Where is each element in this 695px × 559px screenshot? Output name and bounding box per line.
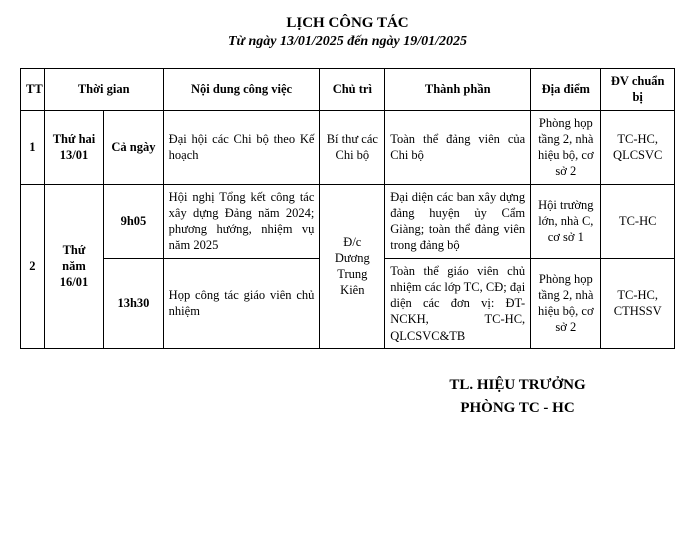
- cell-time: 9h05: [104, 184, 163, 258]
- cell-dv: TC-HC, CTHSSV: [601, 258, 675, 348]
- cell-day: Thứ năm 16/01: [44, 184, 103, 348]
- cell-diadiem: Phòng họp tầng 2, nhà hiệu bộ, cơ sở 2: [531, 110, 601, 184]
- cell-tt: 2: [21, 184, 45, 348]
- cell-dv: TC-HC: [601, 184, 675, 258]
- cell-thanhphan: Đại diện các ban xây dựng đảng huyện ủy …: [385, 184, 531, 258]
- cell-diadiem: Phòng họp tầng 2, nhà hiệu bộ, cơ sở 2: [531, 258, 601, 348]
- cell-diadiem: Hội trường lớn, nhà C, cơ sở 1: [531, 184, 601, 258]
- cell-thanhphan: Toàn thể đảng viên của Chi bộ: [385, 110, 531, 184]
- cell-chutri: Bí thư các Chi bộ: [320, 110, 385, 184]
- table-row: 1 Thứ hai 13/01 Cả ngày Đại hội các Chi …: [21, 110, 675, 184]
- cell-time: Cả ngày: [104, 110, 163, 184]
- schedule-table: TT Thời gian Nội dung công việc Chủ trì …: [20, 68, 675, 349]
- col-diadiem: Địa điểm: [531, 69, 601, 111]
- cell-noidung: Hội nghị Tổng kết công tác xây dựng Đảng…: [163, 184, 320, 258]
- cell-noidung: Họp công tác giáo viên chủ nhiệm: [163, 258, 320, 348]
- cell-chutri: Đ/c Dương Trung Kiên: [320, 184, 385, 348]
- cell-dv: TC-HC, QLCSVC: [601, 110, 675, 184]
- col-thanhphan: Thành phần: [385, 69, 531, 111]
- col-chutri: Chủ trì: [320, 69, 385, 111]
- footer-line2: PHÒNG TC - HC: [368, 400, 668, 417]
- cell-day: Thứ hai 13/01: [44, 110, 103, 184]
- page-subtitle: Từ ngày 13/01/2025 đến ngày 19/01/2025: [20, 34, 675, 50]
- col-noidung: Nội dung công việc: [163, 69, 320, 111]
- col-dv: ĐV chuẩn bị: [601, 69, 675, 111]
- page-title: LỊCH CÔNG TÁC: [20, 15, 675, 32]
- cell-time: 13h30: [104, 258, 163, 348]
- cell-thanhphan: Toàn thể giáo viên chủ nhiệm các lớp TC,…: [385, 258, 531, 348]
- cell-tt: 1: [21, 110, 45, 184]
- footer-line1: TL. HIỆU TRƯỞNG: [368, 377, 668, 394]
- col-tt: TT: [21, 69, 45, 111]
- col-thoigian: Thời gian: [44, 69, 163, 111]
- table-header-row: TT Thời gian Nội dung công việc Chủ trì …: [21, 69, 675, 111]
- cell-noidung: Đại hội các Chi bộ theo Kế hoạch: [163, 110, 320, 184]
- table-row: 2 Thứ năm 16/01 9h05 Hội nghị Tổng kết c…: [21, 184, 675, 258]
- footer-block: TL. HIỆU TRƯỞNG PHÒNG TC - HC: [20, 377, 675, 417]
